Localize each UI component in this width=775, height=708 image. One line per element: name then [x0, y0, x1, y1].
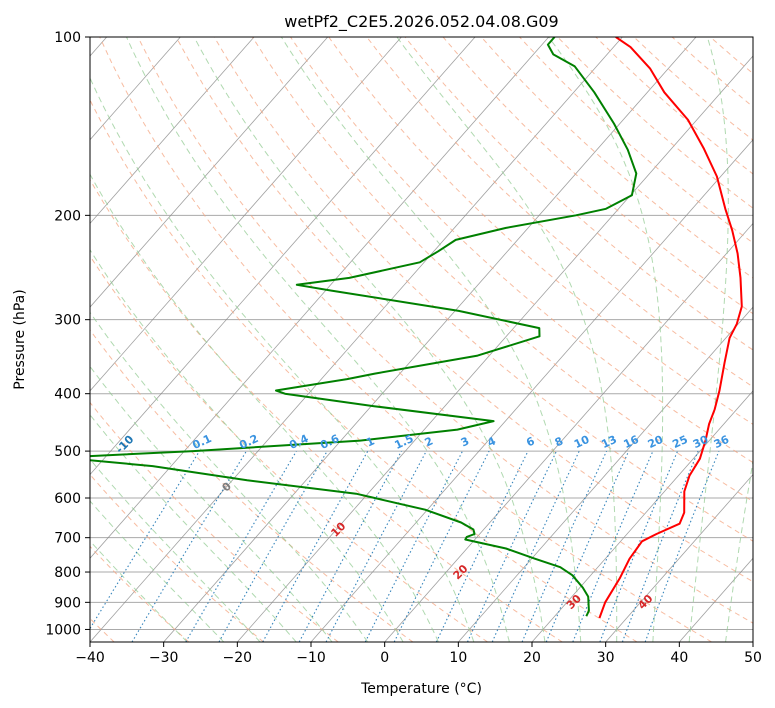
dry-adiabat-line — [404, 37, 753, 351]
moist-adiabat-line — [548, 37, 664, 642]
isotherm-line — [90, 37, 329, 308]
dry-adiabat-line — [442, 37, 753, 315]
mixing-ratio-label: 36 — [712, 433, 732, 451]
dry-adiabat-line — [137, 37, 753, 624]
dry-adiabat-line — [90, 401, 339, 642]
y-tick-label: 300 — [54, 313, 81, 329]
dry-adiabat-line — [90, 255, 488, 642]
x-axis-label: Temperature (°C) — [360, 681, 482, 697]
dry-adiabat-line — [175, 37, 753, 583]
isotherm-line — [90, 37, 550, 559]
moist-adiabat-line — [688, 37, 729, 642]
y-tick-label: 900 — [54, 595, 81, 611]
background-lines — [90, 37, 753, 642]
mixing-ratio-label: 30 — [691, 433, 711, 451]
mixing-ratio-line — [621, 450, 699, 642]
dry-adiabat-line — [90, 178, 563, 642]
isotherm-line — [90, 37, 402, 392]
mixing-ratio-line — [393, 450, 490, 642]
y-tick-label: 600 — [54, 491, 81, 507]
moist-adiabat-line — [90, 365, 333, 642]
axes: −40 −30 −20 −10 0 10 20 30 40 50 100 200 300 400 500 60… — [45, 30, 762, 666]
x-tick-label: 50 — [744, 650, 762, 666]
mixing-ratio-line — [364, 450, 463, 642]
mixing-ratio-label: 13 — [599, 433, 618, 451]
isotherm-line — [90, 37, 623, 642]
mixing-ratio-label: 10 — [572, 433, 592, 451]
moist-adiabat-line — [280, 37, 582, 642]
mixing-ratio-line — [599, 450, 679, 642]
mixing-ratio-label: 25 — [670, 433, 689, 451]
y-tick-label: 100 — [54, 30, 81, 46]
x-tick-label: −10 — [296, 650, 326, 666]
mixing-ratio-label: 20 — [646, 433, 666, 451]
isotherm-line — [605, 473, 753, 642]
isotherm-line — [90, 37, 476, 476]
temperature-profile-line — [598, 37, 743, 619]
x-tick-label: 20 — [523, 650, 541, 666]
y-axis-label: Pressure (hPa) — [12, 289, 28, 389]
dry-adiabat-line — [213, 37, 753, 542]
mixing-ratio-line — [90, 450, 200, 630]
chart-title: wetPf2_C2E5.2026.052.04.08.G09 — [284, 12, 558, 32]
plot-frame — [89, 36, 754, 643]
moist-adiabat-line — [90, 458, 261, 642]
y-tick-label: 700 — [54, 531, 81, 547]
isotherm-line — [531, 390, 753, 642]
mixing-ratio-label: 16 — [622, 433, 642, 451]
x-tick-label: 40 — [670, 650, 688, 666]
dry-adiabat-line — [99, 37, 712, 642]
y-tick-label: 400 — [54, 387, 81, 403]
moist-adiabat-line — [126, 37, 510, 642]
mixing-ratio-line — [572, 450, 654, 642]
moist-adiabat-line — [90, 311, 369, 642]
dry-adiabat-line — [90, 98, 638, 642]
isotherm-line — [310, 139, 753, 642]
profile-series — [90, 37, 743, 619]
y-tick-label: 800 — [54, 565, 81, 581]
moist-adiabat-line — [90, 76, 475, 642]
isotherm-line — [90, 37, 255, 225]
mixing-ratio-line — [298, 450, 402, 642]
mixing-ratio-line — [218, 450, 328, 642]
isotherm-line — [163, 37, 697, 642]
line-annotations: 0.1 0.2 0.4 0.6 1 1.5 2 3 4 6 8 10 13 16 20 25 30 36-1001… — [113, 432, 731, 612]
mixing-ratio-line — [521, 450, 608, 642]
x-tick-label: −30 — [149, 650, 179, 666]
mixing-ratio-line — [644, 450, 720, 642]
isotherm-line — [458, 306, 753, 642]
moist-adiabat-line — [90, 248, 404, 642]
dewpoint-profile-line — [90, 37, 638, 617]
moist-adiabat-line — [725, 458, 753, 642]
mixing-ratio-line — [545, 450, 630, 642]
mixing-ratio-line — [262, 450, 369, 642]
x-tick-label: −40 — [75, 650, 105, 666]
x-tick-label: −20 — [223, 650, 253, 666]
y-tick-label: 500 — [54, 444, 81, 460]
moist-adiabat-line — [90, 414, 297, 642]
isotherm-line — [237, 55, 753, 642]
x-tick-label: 0 — [380, 650, 389, 666]
moist-adiabat-line — [193, 37, 546, 642]
isotherm-line — [90, 37, 181, 141]
dry-adiabat-line — [328, 37, 753, 425]
x-tick-label: 10 — [449, 650, 467, 666]
y-tick-label: 1000 — [45, 622, 81, 638]
y-tick-label: 200 — [54, 208, 81, 224]
x-tick-label: 30 — [597, 650, 615, 666]
dry-adiabat-line — [90, 473, 264, 642]
